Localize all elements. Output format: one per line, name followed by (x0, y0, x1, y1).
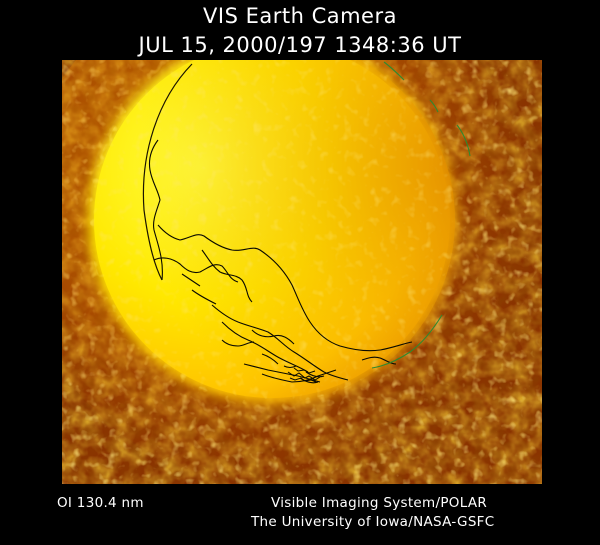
wavelength-label: OI 130.4 nm (57, 495, 144, 511)
earth-image (62, 60, 542, 484)
earth-limb-line (142, 63, 193, 281)
coastline-cluster (221, 339, 321, 383)
earth-image-panel (62, 60, 542, 484)
earth-disk (89, 60, 455, 403)
green-overlay-arc (371, 61, 471, 369)
image-timestamp: JUL 15, 2000/197 1348:36 UT (138, 33, 462, 57)
image-title: VIS Earth Camera (203, 4, 397, 28)
institution-label: The University of Iowa/NASA-GSFC (251, 514, 495, 530)
instrument-label: Visible Imaging System/POLAR (271, 495, 488, 511)
